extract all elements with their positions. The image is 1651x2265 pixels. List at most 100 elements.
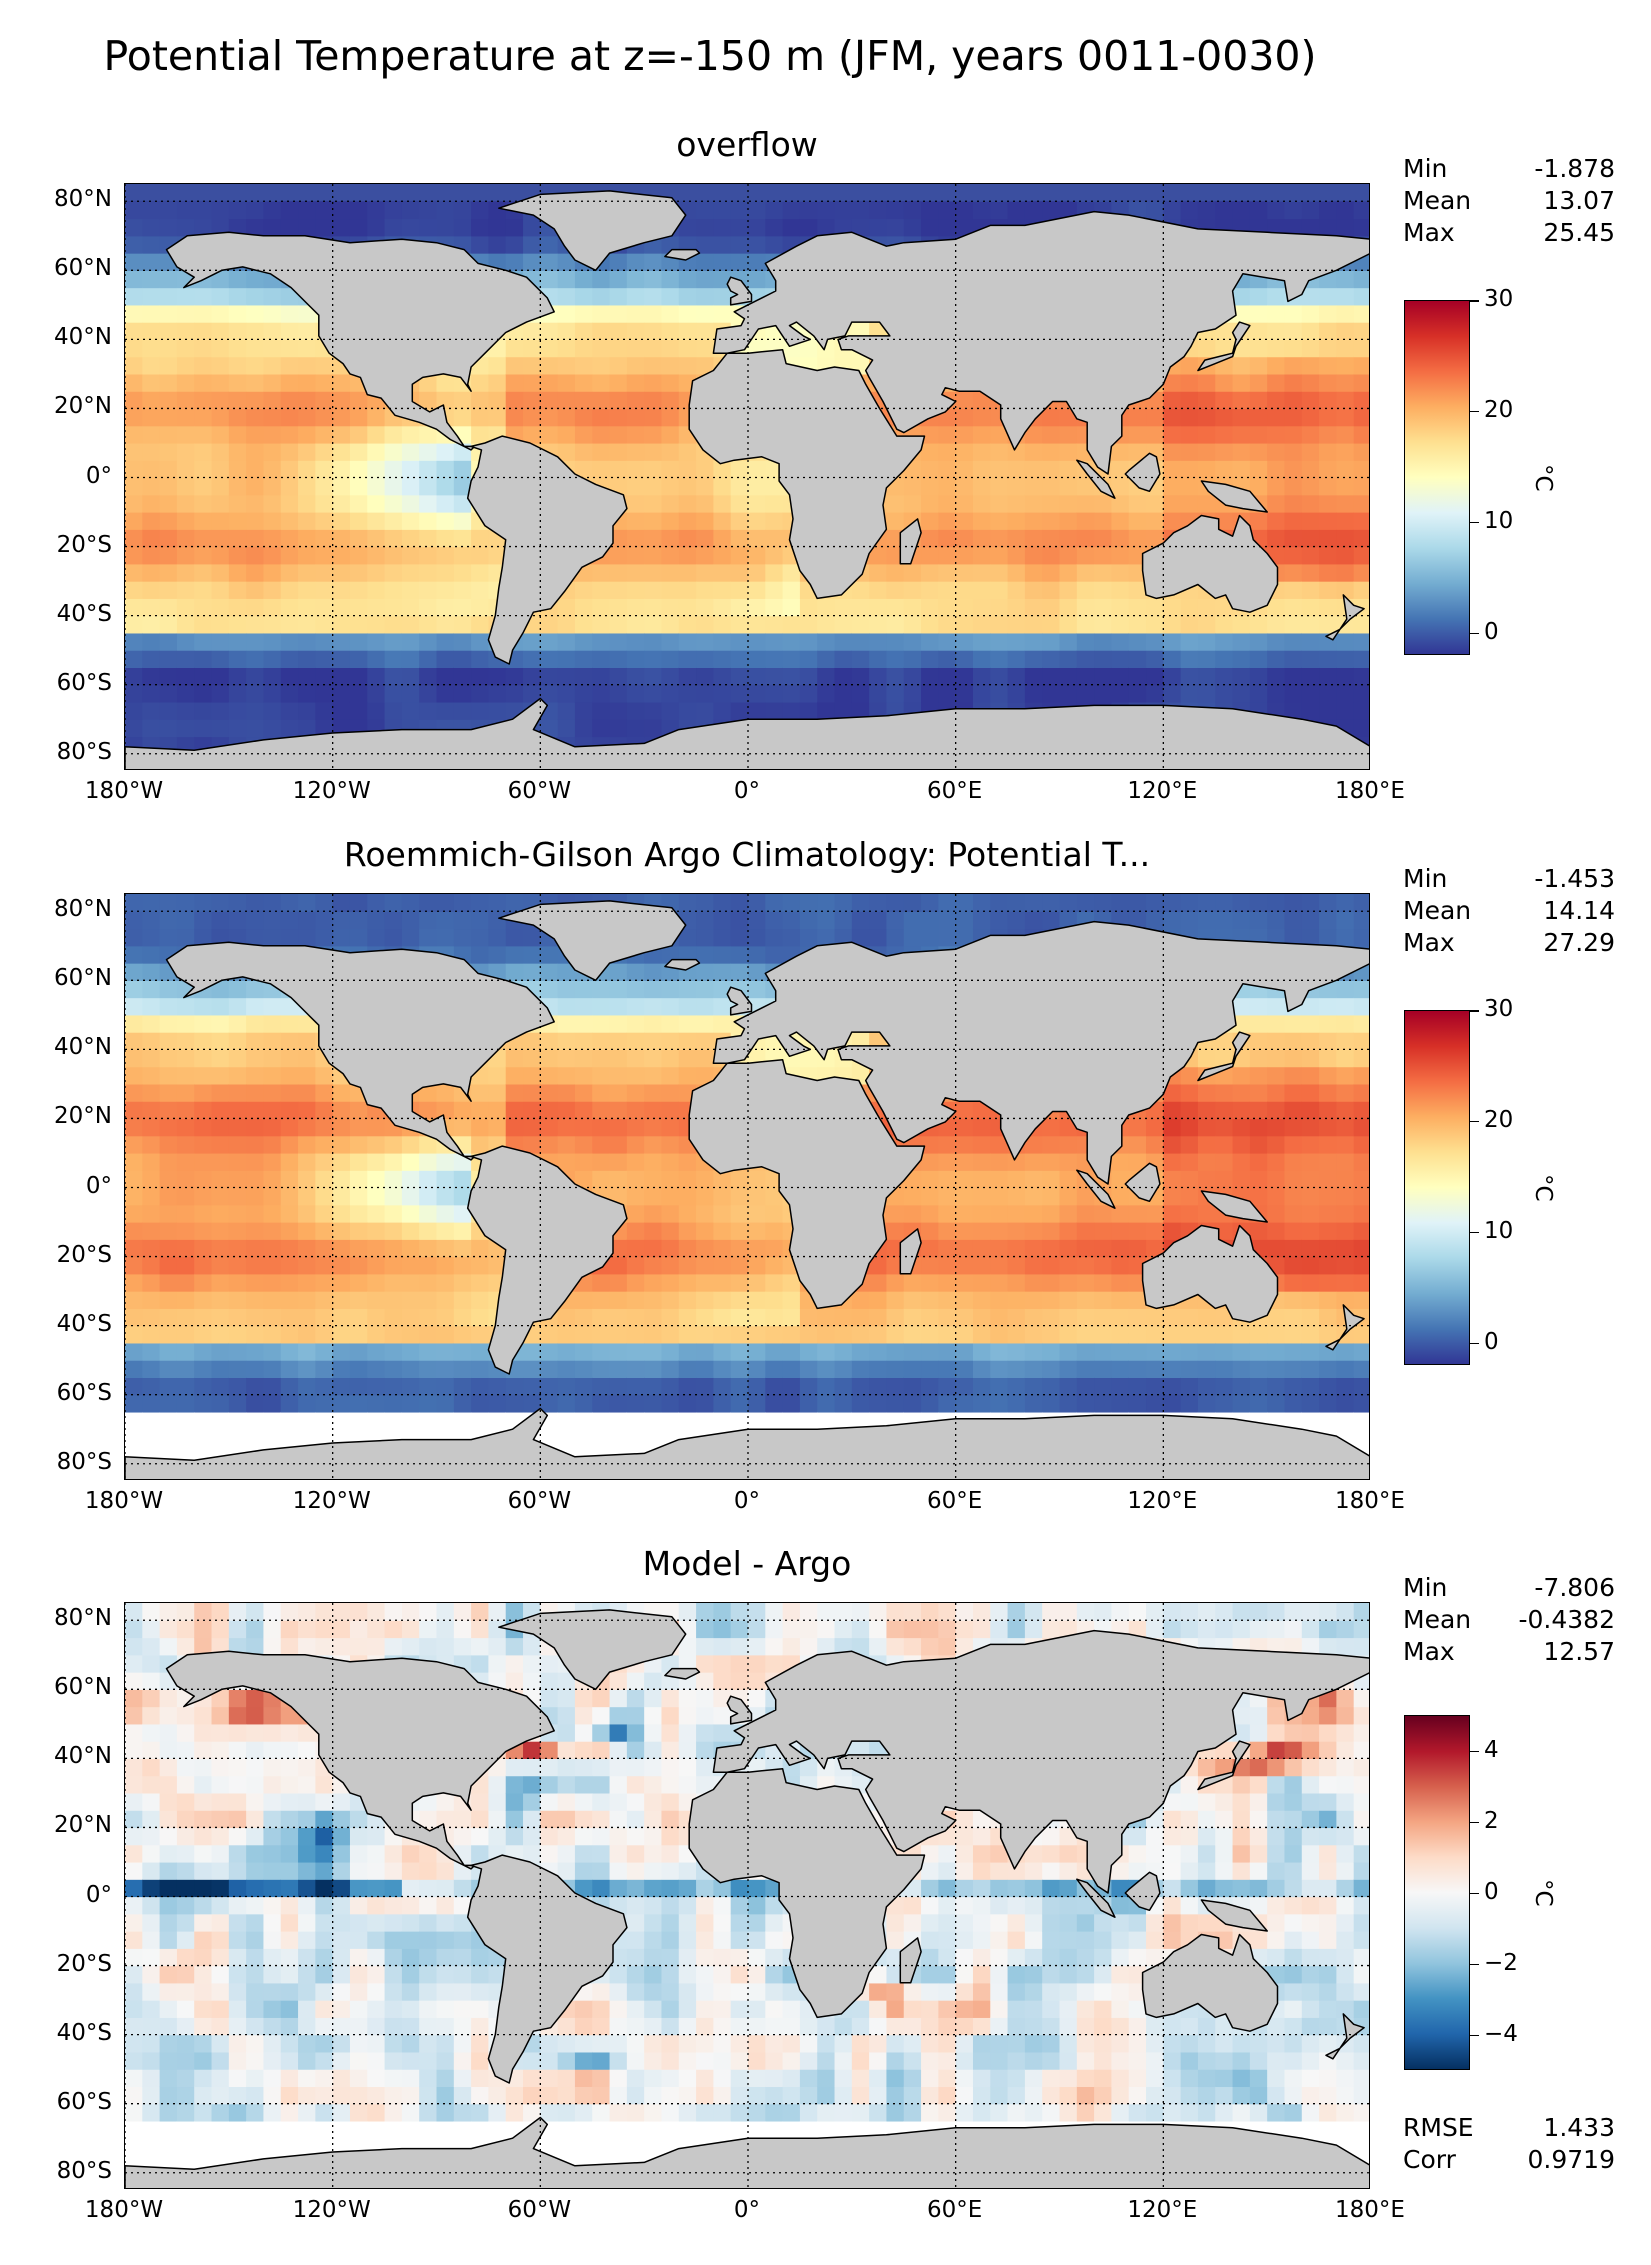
- field-cell: [851, 667, 870, 686]
- field-cell: [921, 650, 939, 669]
- field-cell: [315, 563, 334, 582]
- field-cell: [1232, 425, 1251, 444]
- field-cell: [609, 581, 628, 599]
- field-cell: [540, 1394, 559, 1413]
- field-cell: [159, 512, 178, 530]
- field-cell: [921, 1377, 939, 1396]
- field-cell: [471, 425, 490, 444]
- field-cell: [644, 442, 663, 461]
- field-cell: [1094, 1377, 1113, 1396]
- field-cell: [696, 1222, 714, 1240]
- field-cell: [488, 1118, 507, 1137]
- field-cell: [921, 1360, 939, 1379]
- field-cell: [367, 1377, 386, 1396]
- field-cell: [1301, 1152, 1320, 1171]
- map-panel-1[interactable]: [124, 893, 1370, 1480]
- field-cell: [1163, 1325, 1182, 1344]
- field-cell: [886, 684, 905, 703]
- field-cell: [125, 1256, 143, 1275]
- field-cell: [609, 997, 628, 1016]
- field-cell: [298, 1101, 316, 1120]
- field-cell: [349, 1101, 368, 1120]
- field-cell: [921, 546, 939, 565]
- field-cell: [419, 512, 438, 530]
- field-cell: [938, 425, 957, 444]
- field-cell: [1336, 1291, 1355, 1309]
- field-cell: [367, 701, 386, 720]
- field-cell: [1301, 1394, 1320, 1413]
- field-cell: [1353, 1032, 1369, 1050]
- field-cell: [280, 1291, 299, 1309]
- field-cell: [834, 701, 853, 720]
- field-cell: [1128, 615, 1147, 634]
- field-cell: [730, 546, 749, 565]
- field-cell: [1284, 1342, 1303, 1361]
- field-cell: [1007, 460, 1026, 479]
- field-cell: [263, 1429, 282, 1448]
- field-cell: [609, 1411, 628, 1430]
- field-cell: [176, 1049, 195, 1068]
- field-cell: [453, 201, 472, 220]
- field-cell: [211, 425, 230, 444]
- field-cell: [159, 1032, 178, 1050]
- field-cell: [972, 494, 991, 513]
- map-panel-0[interactable]: [124, 183, 1370, 770]
- field-cell: [972, 667, 991, 686]
- field-cell: [886, 1325, 905, 1344]
- field-cell: [349, 1118, 368, 1137]
- field-cell: [1059, 477, 1078, 496]
- field-cell: [1319, 928, 1337, 947]
- field-cell: [298, 408, 316, 427]
- field-cell: [246, 1170, 265, 1189]
- field-cell: [1180, 356, 1199, 375]
- field-cell: [1353, 1049, 1369, 1068]
- field-cell: [263, 460, 282, 479]
- field-cell: [540, 373, 559, 392]
- field-cell: [384, 581, 403, 599]
- field-cell: [246, 928, 265, 947]
- field-cell: [851, 650, 870, 669]
- field-cell: [713, 460, 732, 479]
- field-cell: [419, 1083, 438, 1102]
- field-cell: [972, 894, 991, 912]
- field-cell: [125, 1014, 143, 1033]
- field-cell: [349, 477, 368, 496]
- field-cell: [661, 1273, 680, 1292]
- field-cell: [211, 615, 230, 634]
- field-cell: [696, 598, 714, 617]
- field-cell: [1146, 598, 1164, 617]
- field-cell: [263, 563, 282, 582]
- field-cell: [1111, 667, 1130, 686]
- field-cell: [228, 512, 247, 530]
- field-cell: [125, 218, 143, 237]
- field-cell: [1353, 1429, 1369, 1448]
- field-cell: [367, 1291, 386, 1309]
- field-cell: [1146, 494, 1164, 513]
- field-cell: [540, 1083, 559, 1102]
- field-cell: [1059, 1291, 1078, 1309]
- field-cell: [228, 339, 247, 358]
- field-cell: [228, 1135, 247, 1154]
- field-cell: [176, 667, 195, 686]
- field-cell: [817, 218, 836, 237]
- field-cell: [176, 1152, 195, 1171]
- field-cell: [921, 1308, 939, 1327]
- field-cell: [384, 442, 403, 461]
- field-cell: [990, 529, 1009, 548]
- field-cell: [159, 529, 178, 548]
- field-cell: [419, 1239, 438, 1258]
- field-cell: [228, 1152, 247, 1171]
- field-cell: [194, 1066, 213, 1085]
- field-cell: [1319, 1152, 1337, 1171]
- field-cell: [1007, 563, 1026, 582]
- field-cell: [523, 1342, 541, 1361]
- field-cell: [1284, 1325, 1303, 1344]
- field-cell: [332, 1308, 351, 1327]
- field-cell: [1267, 1342, 1286, 1361]
- field-cell: [471, 632, 490, 651]
- field-cell: [419, 1273, 438, 1292]
- field-cell: [1076, 563, 1095, 582]
- field-cell: [696, 1342, 714, 1361]
- field-cell: [557, 304, 576, 323]
- field-cell: [1163, 911, 1182, 930]
